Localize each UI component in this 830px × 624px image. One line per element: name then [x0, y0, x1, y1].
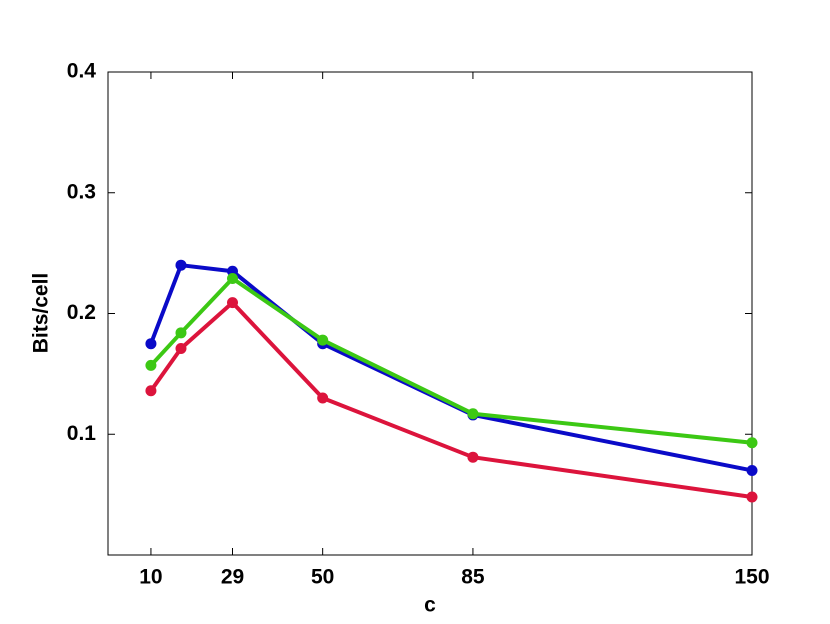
y-tick-label: 0.1: [67, 422, 97, 445]
data-point: [746, 437, 758, 449]
data-point: [175, 259, 187, 271]
y-tick-label: 0.2: [67, 301, 96, 324]
x-tick-label: 85: [461, 566, 485, 589]
series-line: [149, 300, 753, 500]
data-point: [467, 451, 479, 463]
data-point: [317, 392, 329, 404]
data-point: [175, 327, 187, 339]
y-axis-label: Bits/cell: [30, 273, 53, 354]
data-point: [175, 343, 187, 355]
data-point: [317, 334, 329, 346]
data-point: [227, 297, 239, 309]
data-point: [145, 338, 157, 350]
y-tick-label: 0.3: [67, 180, 96, 203]
y-tick-label: 0.4: [67, 60, 97, 83]
x-tick-label: 29: [221, 566, 244, 589]
series-line: [149, 276, 753, 445]
data-point: [145, 385, 157, 397]
x-axis-label: c: [424, 594, 436, 617]
data-point: [746, 491, 758, 503]
x-tick-label: 50: [311, 566, 334, 589]
data-point: [145, 359, 157, 371]
x-tick-label: 10: [139, 566, 162, 589]
data-point: [746, 464, 758, 476]
x-tick-label: 150: [734, 566, 769, 589]
data-point: [227, 272, 239, 284]
series-line: [149, 263, 753, 473]
data-point: [467, 408, 479, 420]
